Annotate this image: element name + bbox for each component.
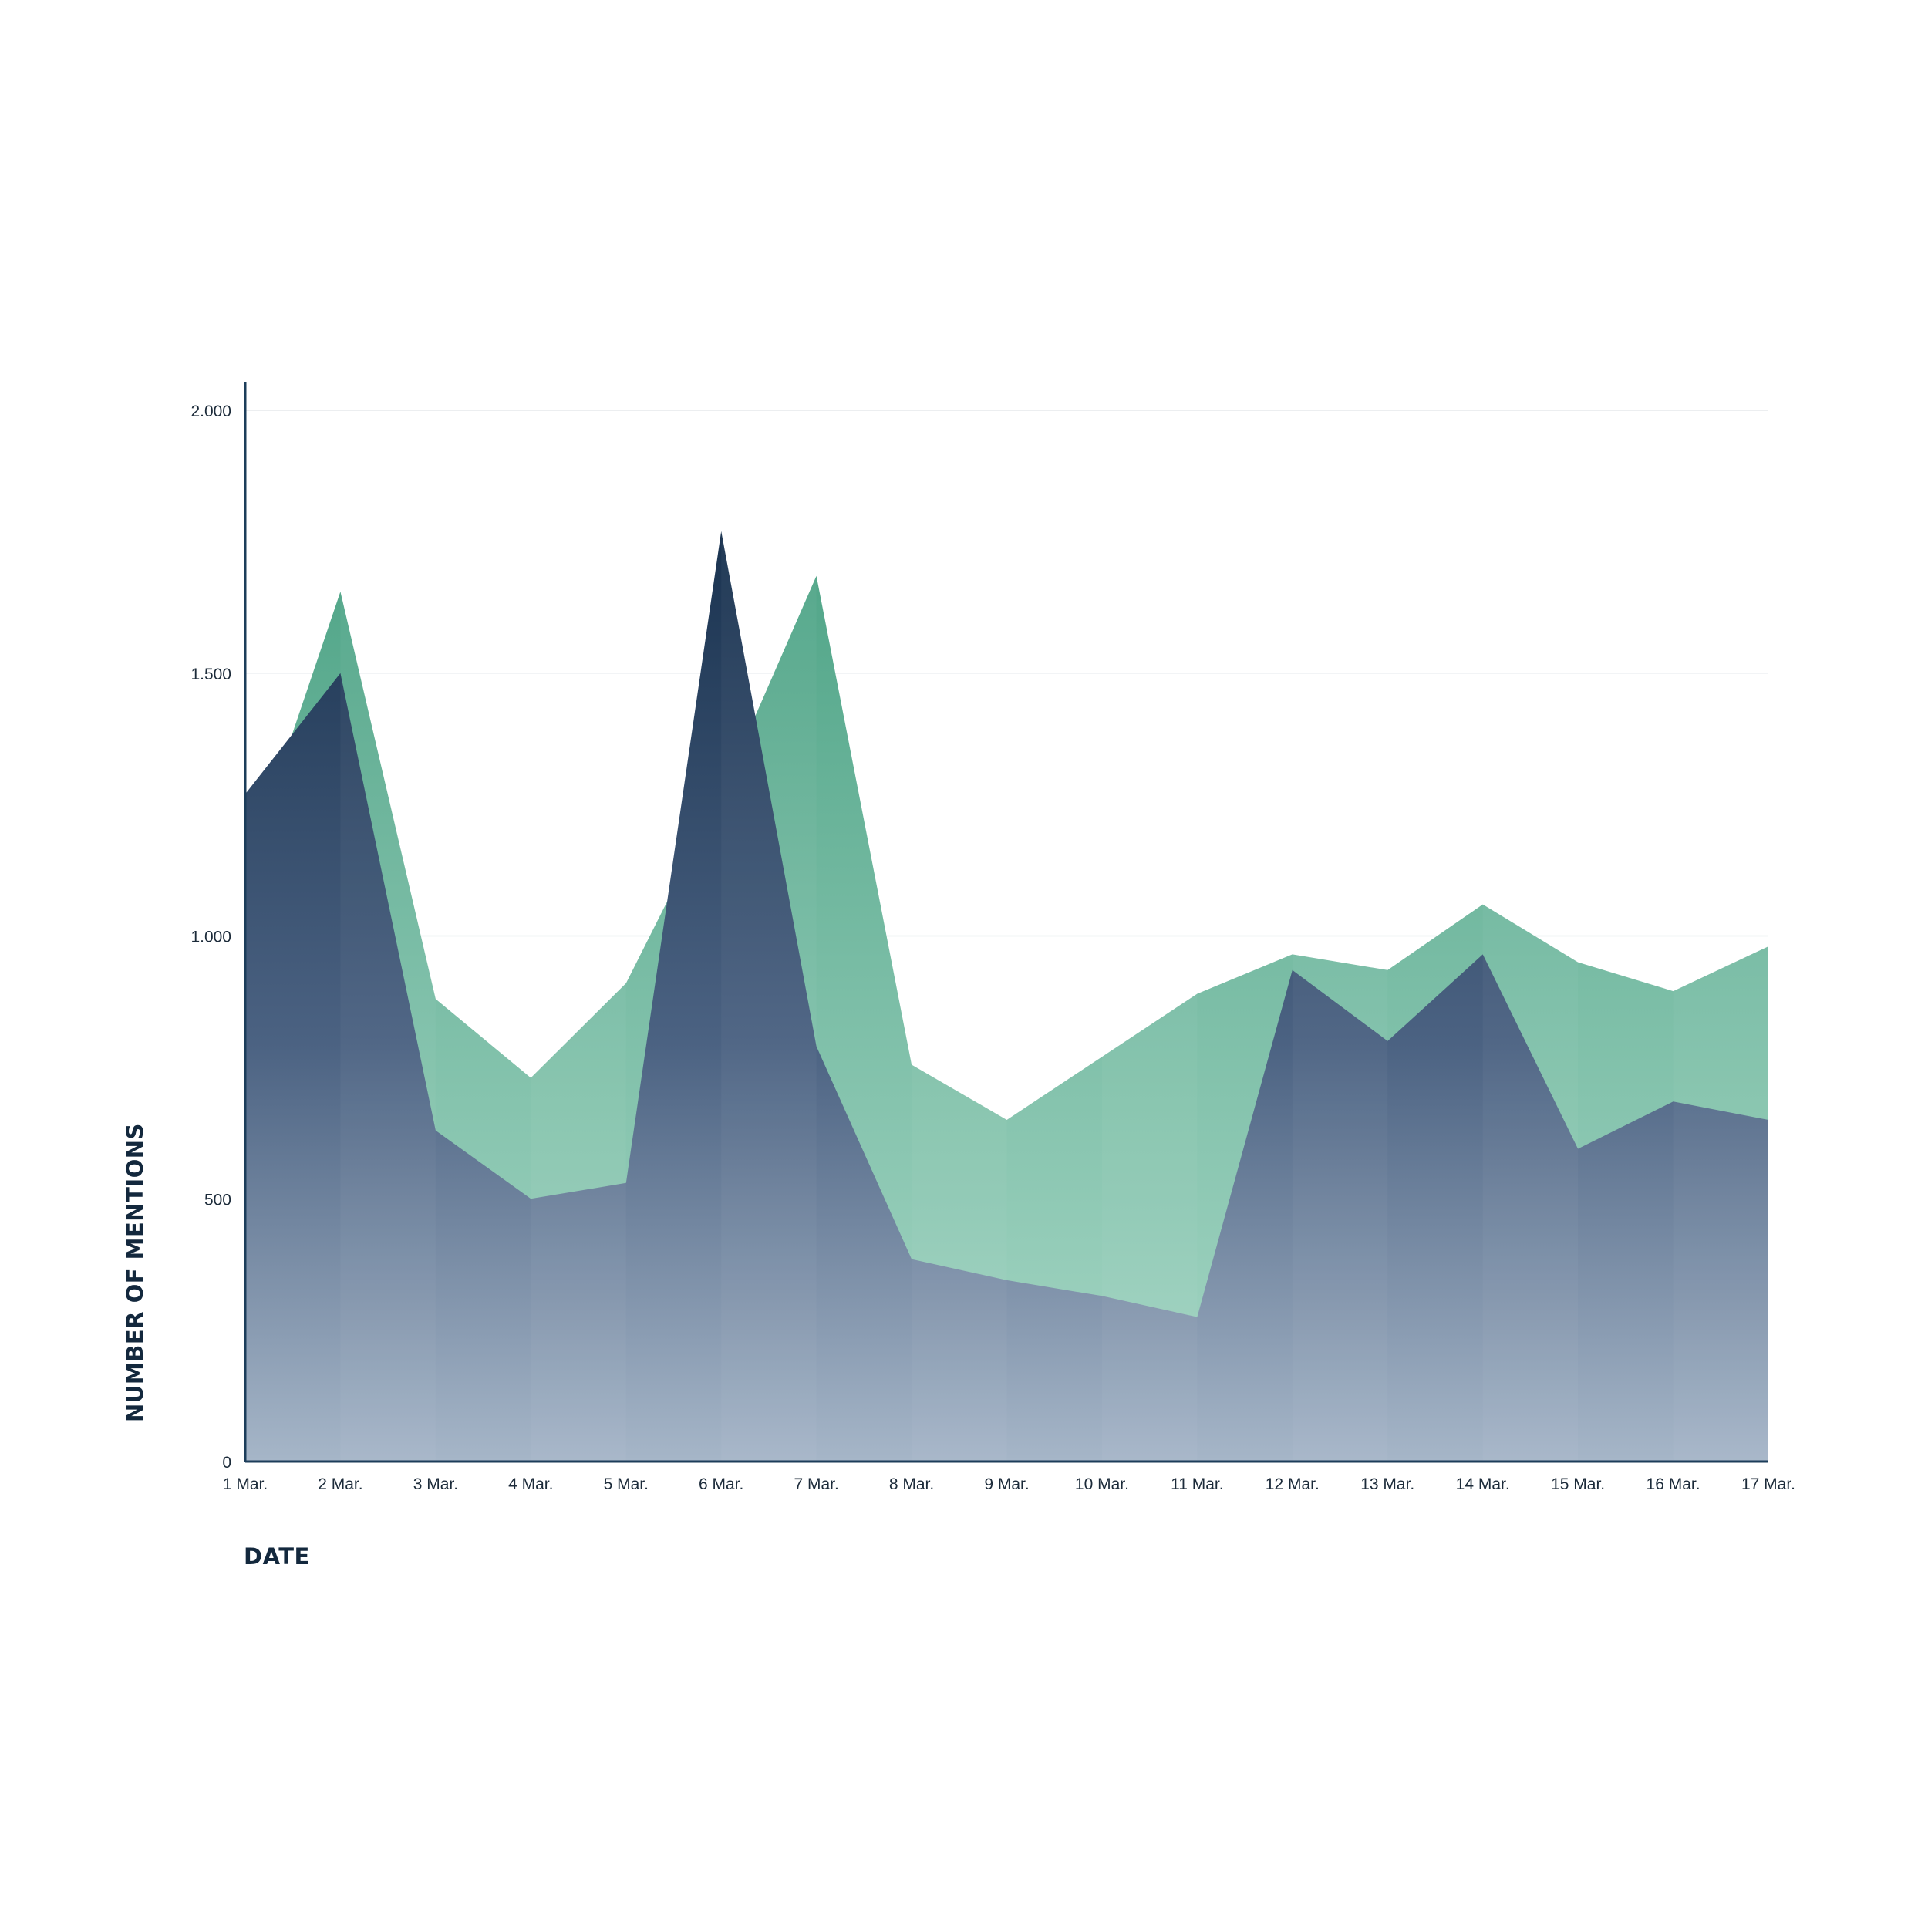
y-tick-label: 2.000 [190, 403, 231, 420]
area-series-navy [245, 531, 1768, 1462]
x-tick-label: 3 Mar. [413, 1475, 458, 1493]
x-tick-label: 14 Mar. [1456, 1475, 1510, 1493]
x-axis-title: DATE [244, 1543, 310, 1570]
x-tick-label: 2 Mar. [318, 1475, 362, 1493]
x-tick-labels: 1 Mar. 2 Mar. 3 Mar. 4 Mar. 5 Mar. 6 Mar. 7 Ma… [223, 1475, 1795, 1493]
y-tick-label: 500 [204, 1191, 231, 1209]
facet-band [340, 379, 435, 1462]
x-tick-label: 7 Mar. [794, 1475, 838, 1493]
x-tick-label: 1 Mar. [223, 1475, 268, 1493]
facet-band [1102, 379, 1197, 1462]
x-tick-label: 9 Mar. [984, 1475, 1029, 1493]
x-tick-label: 16 Mar. [1647, 1475, 1700, 1493]
y-tick-label: 1.000 [190, 929, 231, 946]
facet-band [1293, 379, 1387, 1462]
area-layer [245, 379, 1768, 1462]
y-tick-label: 1.500 [190, 666, 231, 683]
x-tick-label: 17 Mar. [1741, 1475, 1795, 1493]
facet-band [531, 379, 625, 1462]
x-tick-label: 6 Mar. [699, 1475, 743, 1493]
x-tick-label: 10 Mar. [1075, 1475, 1129, 1493]
facet-band [721, 379, 816, 1462]
x-tick-label: 8 Mar. [889, 1475, 934, 1493]
x-tick-label: 15 Mar. [1551, 1475, 1605, 1493]
y-tick-label: 0 [222, 1454, 231, 1472]
facet-band [1483, 379, 1578, 1462]
facet-band [1674, 379, 1768, 1462]
axis-layer [244, 382, 1768, 1463]
x-tick-label: 4 Mar. [508, 1475, 553, 1493]
facet-band [912, 379, 1006, 1462]
x-tick-label: 11 Mar. [1171, 1475, 1223, 1493]
y-axis-title: NUMBER OF MENTIONS [122, 1123, 148, 1422]
x-tick-label: 12 Mar. [1266, 1475, 1320, 1493]
y-tick-labels: 0 500 1.000 1.500 2.000 [190, 403, 231, 1472]
x-tick-label: 13 Mar. [1360, 1475, 1414, 1493]
x-tick-label: 5 Mar. [604, 1475, 649, 1493]
